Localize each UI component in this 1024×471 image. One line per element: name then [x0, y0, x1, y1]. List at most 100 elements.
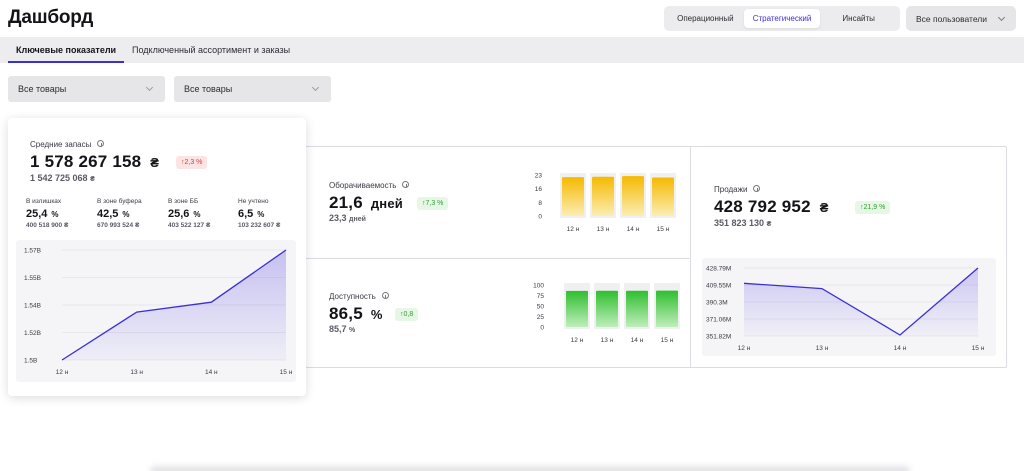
info-icon[interactable] [97, 140, 105, 147]
segment-strategic[interactable]: Стратегический [743, 9, 821, 28]
divider [690, 147, 691, 367]
turnover-label: Оборачиваемость [329, 181, 410, 190]
y-tick-label: 23 [535, 173, 543, 180]
buffer-label: В зоне буфера [97, 198, 142, 205]
y-tick-label: 100 [533, 283, 544, 290]
sales-change-badge: ↑21,9 % [855, 201, 891, 214]
unaccounted-label: Не учтено [238, 198, 269, 205]
products-filter-1-label: Все товары [18, 84, 67, 94]
y-tick-label: 351.82M [706, 334, 731, 341]
inventory-chart-box: 1.5B 1.52B 1.54B 1.55B 1.57B 12 н 13 н 14 н 15 н [16, 240, 296, 382]
bar [652, 177, 674, 216]
bb-zone-value: 25,6% [168, 208, 201, 220]
header: Дашборд Операционный Стратегический Инса… [0, 0, 1024, 37]
tab-connected-assortment[interactable]: Подключенный ассортимент и заказы [132, 45, 291, 55]
x-tick-label: 15 н [661, 337, 674, 344]
y-tick-label: 0 [538, 214, 542, 221]
buffer-value: 42,5% [97, 208, 130, 220]
availability-change-badge: ↑0,8 [395, 308, 419, 321]
y-tick-label: 1.57B [24, 248, 41, 255]
sales-line-chart: 428.79M 409.55M 390.3M 371.06M 351.82M 12 н 13… [706, 266, 985, 353]
unaccounted-value: 6,5% [238, 208, 265, 220]
y-tick-label: 371.06M [706, 317, 731, 324]
availability-value: 86,5 % [329, 304, 383, 323]
users-dropdown-label: Все пользователи [916, 13, 987, 24]
series-line [743, 267, 979, 336]
inventory-value: 1 578 267 158 ₴ [30, 152, 160, 171]
x-tick-label: 13 н [601, 337, 614, 344]
y-tick-label: 16 [535, 186, 543, 193]
tabs-bar: Ключевые показатели Подключенный ассорти… [0, 37, 1024, 63]
view-segmented-control: Операционный Стратегический Инсайты [664, 6, 900, 31]
chevron-down-icon [145, 83, 154, 92]
surplus-amount: 400 518 900 ₴ [26, 222, 69, 229]
y-tick-label: 409.55M [706, 283, 731, 290]
x-tick-label: 15 н [972, 345, 985, 352]
x-tick-label: 13 н [816, 345, 829, 352]
bb-zone-amount: 403 522 127 ₴ [168, 222, 211, 229]
unaccounted-amount: 103 232 607 ₴ [238, 222, 281, 229]
chevron-down-icon [997, 13, 1006, 22]
products-filter-2[interactable]: Все товары [174, 76, 331, 102]
y-tick-label: 50 [537, 304, 545, 311]
series-area [62, 250, 286, 360]
sales-value: 428 792 952 ₴ [714, 197, 829, 216]
x-tick-label: 13 н [130, 369, 143, 376]
sales-chart-box: 428.79M 409.55M 390.3M 371.06M 351.82M 12 н 13… [702, 258, 996, 356]
inventory-card[interactable]: Средние запасы 1 578 267 158 ₴ ↑2,3 % 1 … [8, 118, 306, 396]
bar [562, 177, 584, 216]
x-tick-label: 14 н [894, 345, 907, 352]
y-tick-label: 428.79M [706, 266, 731, 273]
turnover-change-badge: ↑7,3 % [417, 197, 449, 210]
x-tick-label: 12 н [567, 226, 580, 233]
bar [596, 290, 618, 327]
y-tick-label: 1.5B [24, 358, 37, 365]
y-tick-label: 75 [537, 293, 545, 300]
segment-insights[interactable]: Инсайты [842, 14, 875, 23]
x-tick-label: 13 н [597, 226, 610, 233]
bottom-shadow [150, 466, 910, 471]
info-icon[interactable] [402, 181, 410, 188]
x-tick-label: 15 н [280, 369, 293, 376]
turnover-bar-chart: 23 16 8 0 12 н 13 н 14 н 15 н [535, 173, 676, 233]
y-tick-label: 1.55B [24, 275, 41, 282]
segment-operational[interactable]: Операционный [677, 14, 734, 23]
availability-bar-chart: 100 75 50 25 0 12 н 13 н 14 н 15 н [533, 283, 680, 344]
page-title: Дашборд [8, 7, 94, 28]
buffer-amount: 670 993 524 ₴ [97, 222, 140, 229]
availability-label: Доступность [329, 292, 389, 301]
y-tick-label: 8 [538, 200, 542, 207]
products-filter-2-label: Все товары [184, 84, 233, 94]
x-tick-label: 14 н [631, 337, 644, 344]
turnover-value: 21,6 дней [329, 193, 403, 212]
bar [566, 290, 588, 327]
sales-previous: 351 823 130 ₴ [714, 218, 772, 228]
x-tick-label: 12 н [571, 337, 584, 344]
x-tick-label: 14 н [627, 226, 640, 233]
y-tick-label: 390.3M [706, 300, 728, 307]
surplus-label: В излишках [26, 198, 62, 205]
divider [306, 258, 690, 259]
users-dropdown[interactable]: Все пользователи [906, 6, 1016, 31]
bar [656, 290, 678, 327]
availability-previous: 85,7 % [329, 324, 356, 334]
surplus-value: 25,4% [26, 208, 59, 220]
bar [626, 290, 648, 327]
tab-key-indicators[interactable]: Ключевые показатели [8, 37, 125, 63]
series-line [61, 249, 287, 361]
x-tick-label: 15 н [657, 226, 670, 233]
turnover-previous: 23,3 дней [329, 213, 366, 223]
bar [622, 176, 644, 216]
y-tick-label: 25 [537, 314, 545, 321]
info-icon[interactable] [753, 185, 761, 192]
sales-label: Продажи [714, 185, 761, 194]
products-filter-1[interactable]: Все товары [8, 76, 165, 102]
inventory-area-chart: 1.5B 1.52B 1.54B 1.55B 1.57B 12 н 13 н 14 н 15 н [24, 248, 293, 377]
bar [592, 176, 614, 216]
chevron-down-icon [311, 83, 320, 92]
x-tick-label: 12 н [738, 345, 751, 352]
inventory-previous: 1 542 725 068 ₴ [30, 173, 95, 183]
y-tick-label: 0 [540, 325, 544, 332]
info-icon[interactable] [381, 292, 389, 299]
x-tick-label: 14 н [205, 369, 218, 376]
